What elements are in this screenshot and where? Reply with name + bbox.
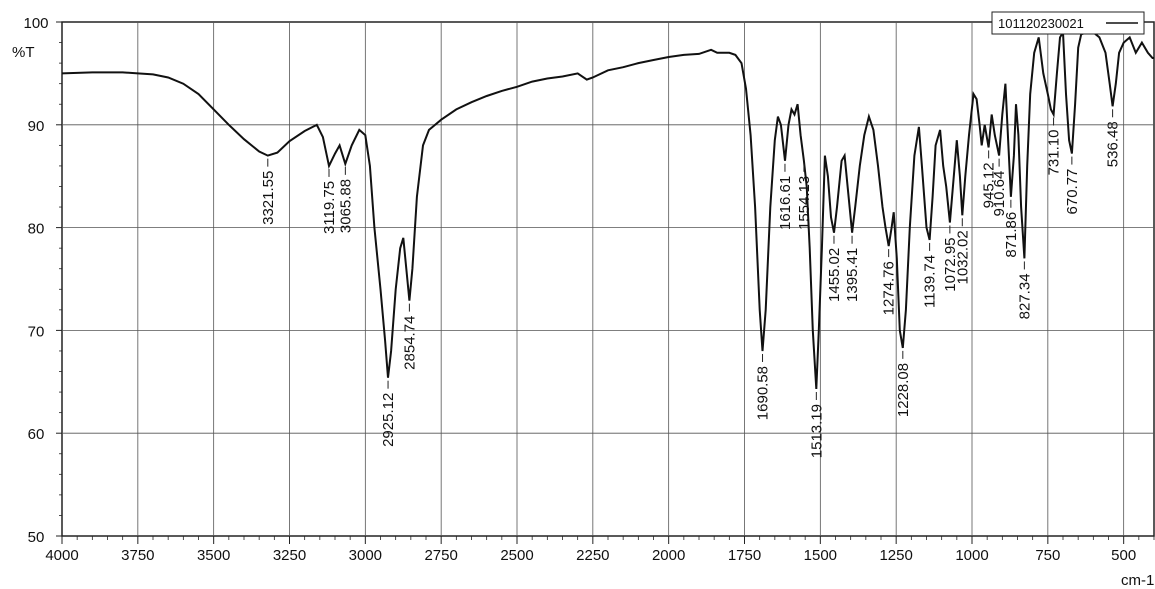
plot-frame bbox=[61, 21, 1155, 537]
peak-label: 536.48 bbox=[1105, 121, 1122, 167]
peak-label: 1616.61 bbox=[777, 176, 794, 230]
peak-label: 827.34 bbox=[1016, 273, 1033, 319]
peak-label: 1072.95 bbox=[942, 237, 959, 291]
peak-label: 1139.74 bbox=[922, 255, 939, 308]
peak-label: 670.77 bbox=[1064, 169, 1081, 215]
peak-label: 2925.12 bbox=[380, 393, 397, 447]
x-tick-label: 2000 bbox=[652, 547, 685, 564]
x-tick-label: 2750 bbox=[424, 547, 457, 564]
peak-label: 3065.88 bbox=[337, 179, 354, 233]
x-tick-label: 3500 bbox=[197, 547, 230, 564]
x-tick-label: 500 bbox=[1111, 547, 1136, 564]
y-tick-label: 70 bbox=[28, 323, 45, 340]
peak-label: 910.64 bbox=[991, 171, 1008, 217]
x-tick-label: 3000 bbox=[349, 547, 382, 564]
peak-label: 731.10 bbox=[1046, 130, 1063, 176]
legend-box bbox=[991, 11, 1145, 35]
peak-label: 945.12 bbox=[981, 162, 998, 208]
peak-label: 871.86 bbox=[1003, 212, 1020, 258]
x-tick-label: 4000 bbox=[45, 547, 78, 564]
peak-label: 1554.13 bbox=[796, 176, 813, 230]
y-tick-label: 60 bbox=[28, 426, 45, 443]
peak-label: 1032.02 bbox=[954, 230, 971, 284]
legend-series-name: 101120230021 bbox=[998, 16, 1084, 31]
y-tick-label: 90 bbox=[28, 118, 45, 135]
peak-label: 1455.02 bbox=[826, 248, 843, 302]
x-tick-label: 2500 bbox=[500, 547, 533, 564]
y-axis-label: %T bbox=[12, 44, 35, 61]
grid-lines bbox=[62, 22, 1154, 536]
x-axis-label: cm-1 bbox=[1121, 572, 1154, 589]
axis-tick-labels: 4000 3750 3500 3250 3000 2750 2500 2250 2000 1750… bbox=[23, 15, 1136, 564]
y-tick-label: 50 bbox=[28, 529, 45, 546]
peak-label: 1513.19 bbox=[808, 404, 825, 458]
peak-annotations: 3321.55 3119.75 3065.88 2925.12 2854.74 1690.… bbox=[260, 109, 1122, 458]
peak-label: 1274.76 bbox=[881, 261, 898, 315]
y-tick-label: 80 bbox=[28, 221, 45, 238]
peak-label: 3119.75 bbox=[321, 181, 338, 234]
legend: 101120230021 bbox=[991, 11, 1145, 35]
peak-label: 2854.74 bbox=[401, 316, 418, 370]
peak-label: 1228.08 bbox=[895, 363, 912, 417]
spectrum-line bbox=[61, 28, 1154, 390]
x-tick-label: 1500 bbox=[804, 547, 837, 564]
y-tick-label: 100 bbox=[23, 15, 48, 32]
peak-label: 3321.55 bbox=[260, 171, 277, 225]
axis-ticks bbox=[56, 21, 1155, 544]
peak-label: 1690.58 bbox=[755, 366, 772, 420]
x-tick-label: 1250 bbox=[879, 547, 912, 564]
x-tick-label: 3250 bbox=[273, 547, 306, 564]
x-tick-label: 750 bbox=[1035, 547, 1060, 564]
x-tick-label: 1000 bbox=[955, 547, 988, 564]
peak-label: 1395.41 bbox=[844, 248, 861, 302]
x-tick-label: 3750 bbox=[121, 547, 154, 564]
x-tick-label: 1750 bbox=[728, 547, 761, 564]
x-tick-label: 2250 bbox=[576, 547, 609, 564]
